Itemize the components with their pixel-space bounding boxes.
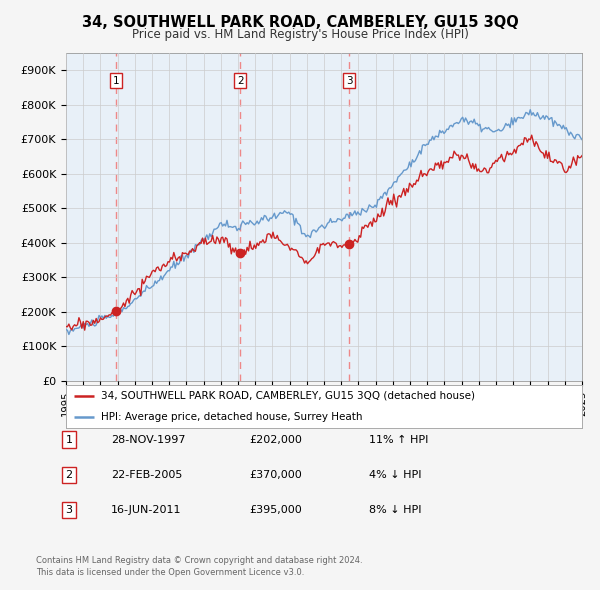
Text: 34, SOUTHWELL PARK ROAD, CAMBERLEY, GU15 3QQ: 34, SOUTHWELL PARK ROAD, CAMBERLEY, GU15… [82,15,518,30]
Text: 22-FEB-2005: 22-FEB-2005 [111,470,182,480]
Text: 1: 1 [113,76,119,86]
Text: 11% ↑ HPI: 11% ↑ HPI [369,435,428,444]
Text: £202,000: £202,000 [249,435,302,444]
Text: Contains HM Land Registry data © Crown copyright and database right 2024.: Contains HM Land Registry data © Crown c… [36,556,362,565]
Text: 2: 2 [65,470,73,480]
Text: HPI: Average price, detached house, Surrey Heath: HPI: Average price, detached house, Surr… [101,412,362,422]
Text: 16-JUN-2011: 16-JUN-2011 [111,506,182,515]
Text: 3: 3 [65,506,73,515]
Text: £395,000: £395,000 [249,506,302,515]
Text: 2: 2 [237,76,244,86]
Text: This data is licensed under the Open Government Licence v3.0.: This data is licensed under the Open Gov… [36,568,304,577]
Text: Price paid vs. HM Land Registry's House Price Index (HPI): Price paid vs. HM Land Registry's House … [131,28,469,41]
Text: 8% ↓ HPI: 8% ↓ HPI [369,506,421,515]
Text: 3: 3 [346,76,352,86]
Text: 1: 1 [65,435,73,444]
Text: £370,000: £370,000 [249,470,302,480]
Text: 4% ↓ HPI: 4% ↓ HPI [369,470,421,480]
Text: 34, SOUTHWELL PARK ROAD, CAMBERLEY, GU15 3QQ (detached house): 34, SOUTHWELL PARK ROAD, CAMBERLEY, GU15… [101,391,475,401]
Text: 28-NOV-1997: 28-NOV-1997 [111,435,185,444]
